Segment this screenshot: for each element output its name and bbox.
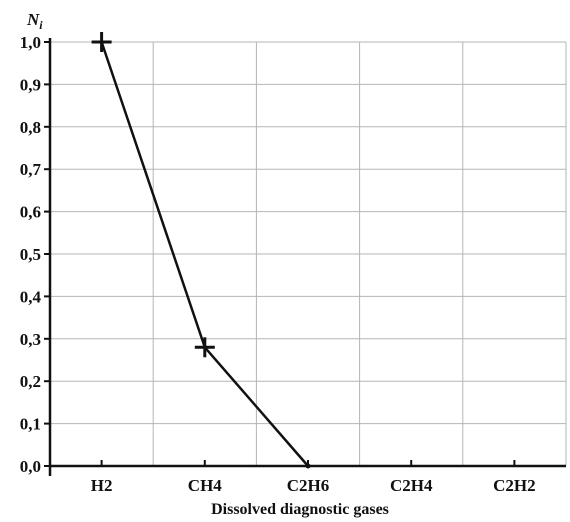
data-point-marker <box>194 337 215 358</box>
y-tick-label: 0,9 <box>20 75 41 94</box>
x-tick-label: C2H4 <box>390 476 433 495</box>
grid-lines <box>50 41 567 466</box>
x-axis-label: Dissolved diagnostic gases <box>211 501 389 518</box>
y-tick-label: 0,8 <box>20 118 41 137</box>
y-tick-label: 0,2 <box>20 372 41 391</box>
x-tick-label: C2H2 <box>493 476 536 495</box>
y-tick-label: 0,1 <box>20 415 41 434</box>
y-axis-label-subscript: i <box>39 18 43 32</box>
x-tick-label: H2 <box>91 476 113 495</box>
data-series <box>91 32 311 469</box>
x-axis-tick-labels: H2 CH4 C2H6 C2H4 C2H2 <box>91 476 536 495</box>
y-tick-label: 0,7 <box>20 160 42 179</box>
y-axis-tick-labels: 0,0 0,1 0,2 0,3 0,4 0,5 0,6 0,7 0,8 0,9 1,0 <box>20 33 42 476</box>
y-tick-label: 0,6 <box>20 203 41 222</box>
data-point-marker <box>91 32 112 52</box>
y-tick-label: 0,5 <box>20 245 41 264</box>
y-axis-label: Ni <box>26 10 43 32</box>
y-tick-label: 0,3 <box>20 330 41 349</box>
x-tick-label: CH4 <box>188 476 223 495</box>
y-tick-label: 0,0 <box>20 457 41 476</box>
y-tick-label: 0,4 <box>20 287 42 306</box>
x-tick-label: C2H6 <box>287 476 330 495</box>
data-point-marker <box>305 463 311 469</box>
y-axis-label-main: N <box>26 10 40 29</box>
y-tick-label: 1,0 <box>20 33 41 52</box>
